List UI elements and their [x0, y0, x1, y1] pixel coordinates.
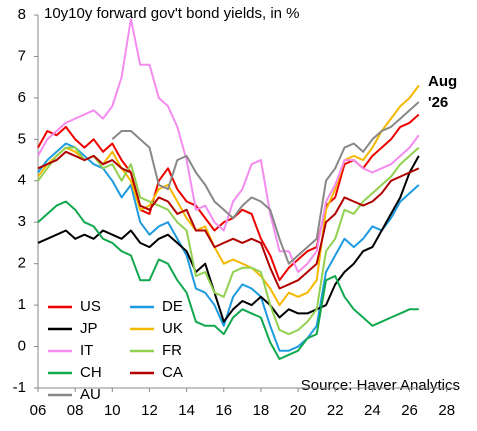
- y-tick-label: 7: [18, 47, 26, 64]
- x-tick-label: 26: [401, 402, 418, 419]
- x-tick-label: 28: [438, 402, 455, 419]
- y-tick-label: 2: [18, 255, 26, 272]
- series-line: [111, 101, 420, 265]
- y-tick-label: 4: [18, 172, 26, 189]
- series-line: [37, 84, 420, 307]
- legend-label: FR: [162, 342, 182, 359]
- x-tick-label: 14: [178, 402, 195, 419]
- chart-title: 10y10y forward gov't bond yields, in %: [44, 5, 300, 22]
- x-tick-label: 10: [104, 402, 121, 419]
- y-tick-label: 0: [18, 338, 26, 355]
- x-tick-label: 16: [215, 402, 232, 419]
- y-tick-label: 8: [18, 6, 26, 23]
- y-tick-label: 5: [18, 130, 26, 147]
- x-tick-label: 22: [327, 402, 344, 419]
- x-tick-label: 18: [253, 402, 270, 419]
- y-tick-label: 1: [18, 296, 26, 313]
- series-line: [37, 150, 420, 290]
- series-line: [37, 155, 420, 323]
- x-tick-label: 20: [290, 402, 307, 419]
- y-tick-label: -1: [13, 379, 26, 396]
- x-tick-label: 08: [67, 402, 84, 419]
- annotation: Aug: [428, 73, 457, 90]
- legend-label: JP: [80, 320, 98, 337]
- y-tick-label: 3: [18, 213, 26, 230]
- series-line: [37, 113, 420, 282]
- source-note: Source: Haver Analytics: [301, 377, 460, 394]
- legend-label: DE: [162, 298, 183, 315]
- y-tick-label: 6: [18, 89, 26, 106]
- x-tick-label: 24: [364, 402, 381, 419]
- series-line: [37, 200, 419, 360]
- annotation: '26: [428, 94, 448, 111]
- legend-label: CH: [80, 364, 102, 381]
- legend-label: CA: [162, 364, 183, 381]
- legend-label: US: [80, 298, 101, 315]
- legend-label: AU: [80, 386, 101, 403]
- legend-label: IT: [80, 342, 93, 359]
- series-line: [37, 18, 420, 273]
- x-tick-label: 12: [141, 402, 158, 419]
- x-tick-label: 06: [30, 402, 47, 419]
- legend-label: UK: [162, 320, 183, 337]
- series-line: [37, 146, 420, 336]
